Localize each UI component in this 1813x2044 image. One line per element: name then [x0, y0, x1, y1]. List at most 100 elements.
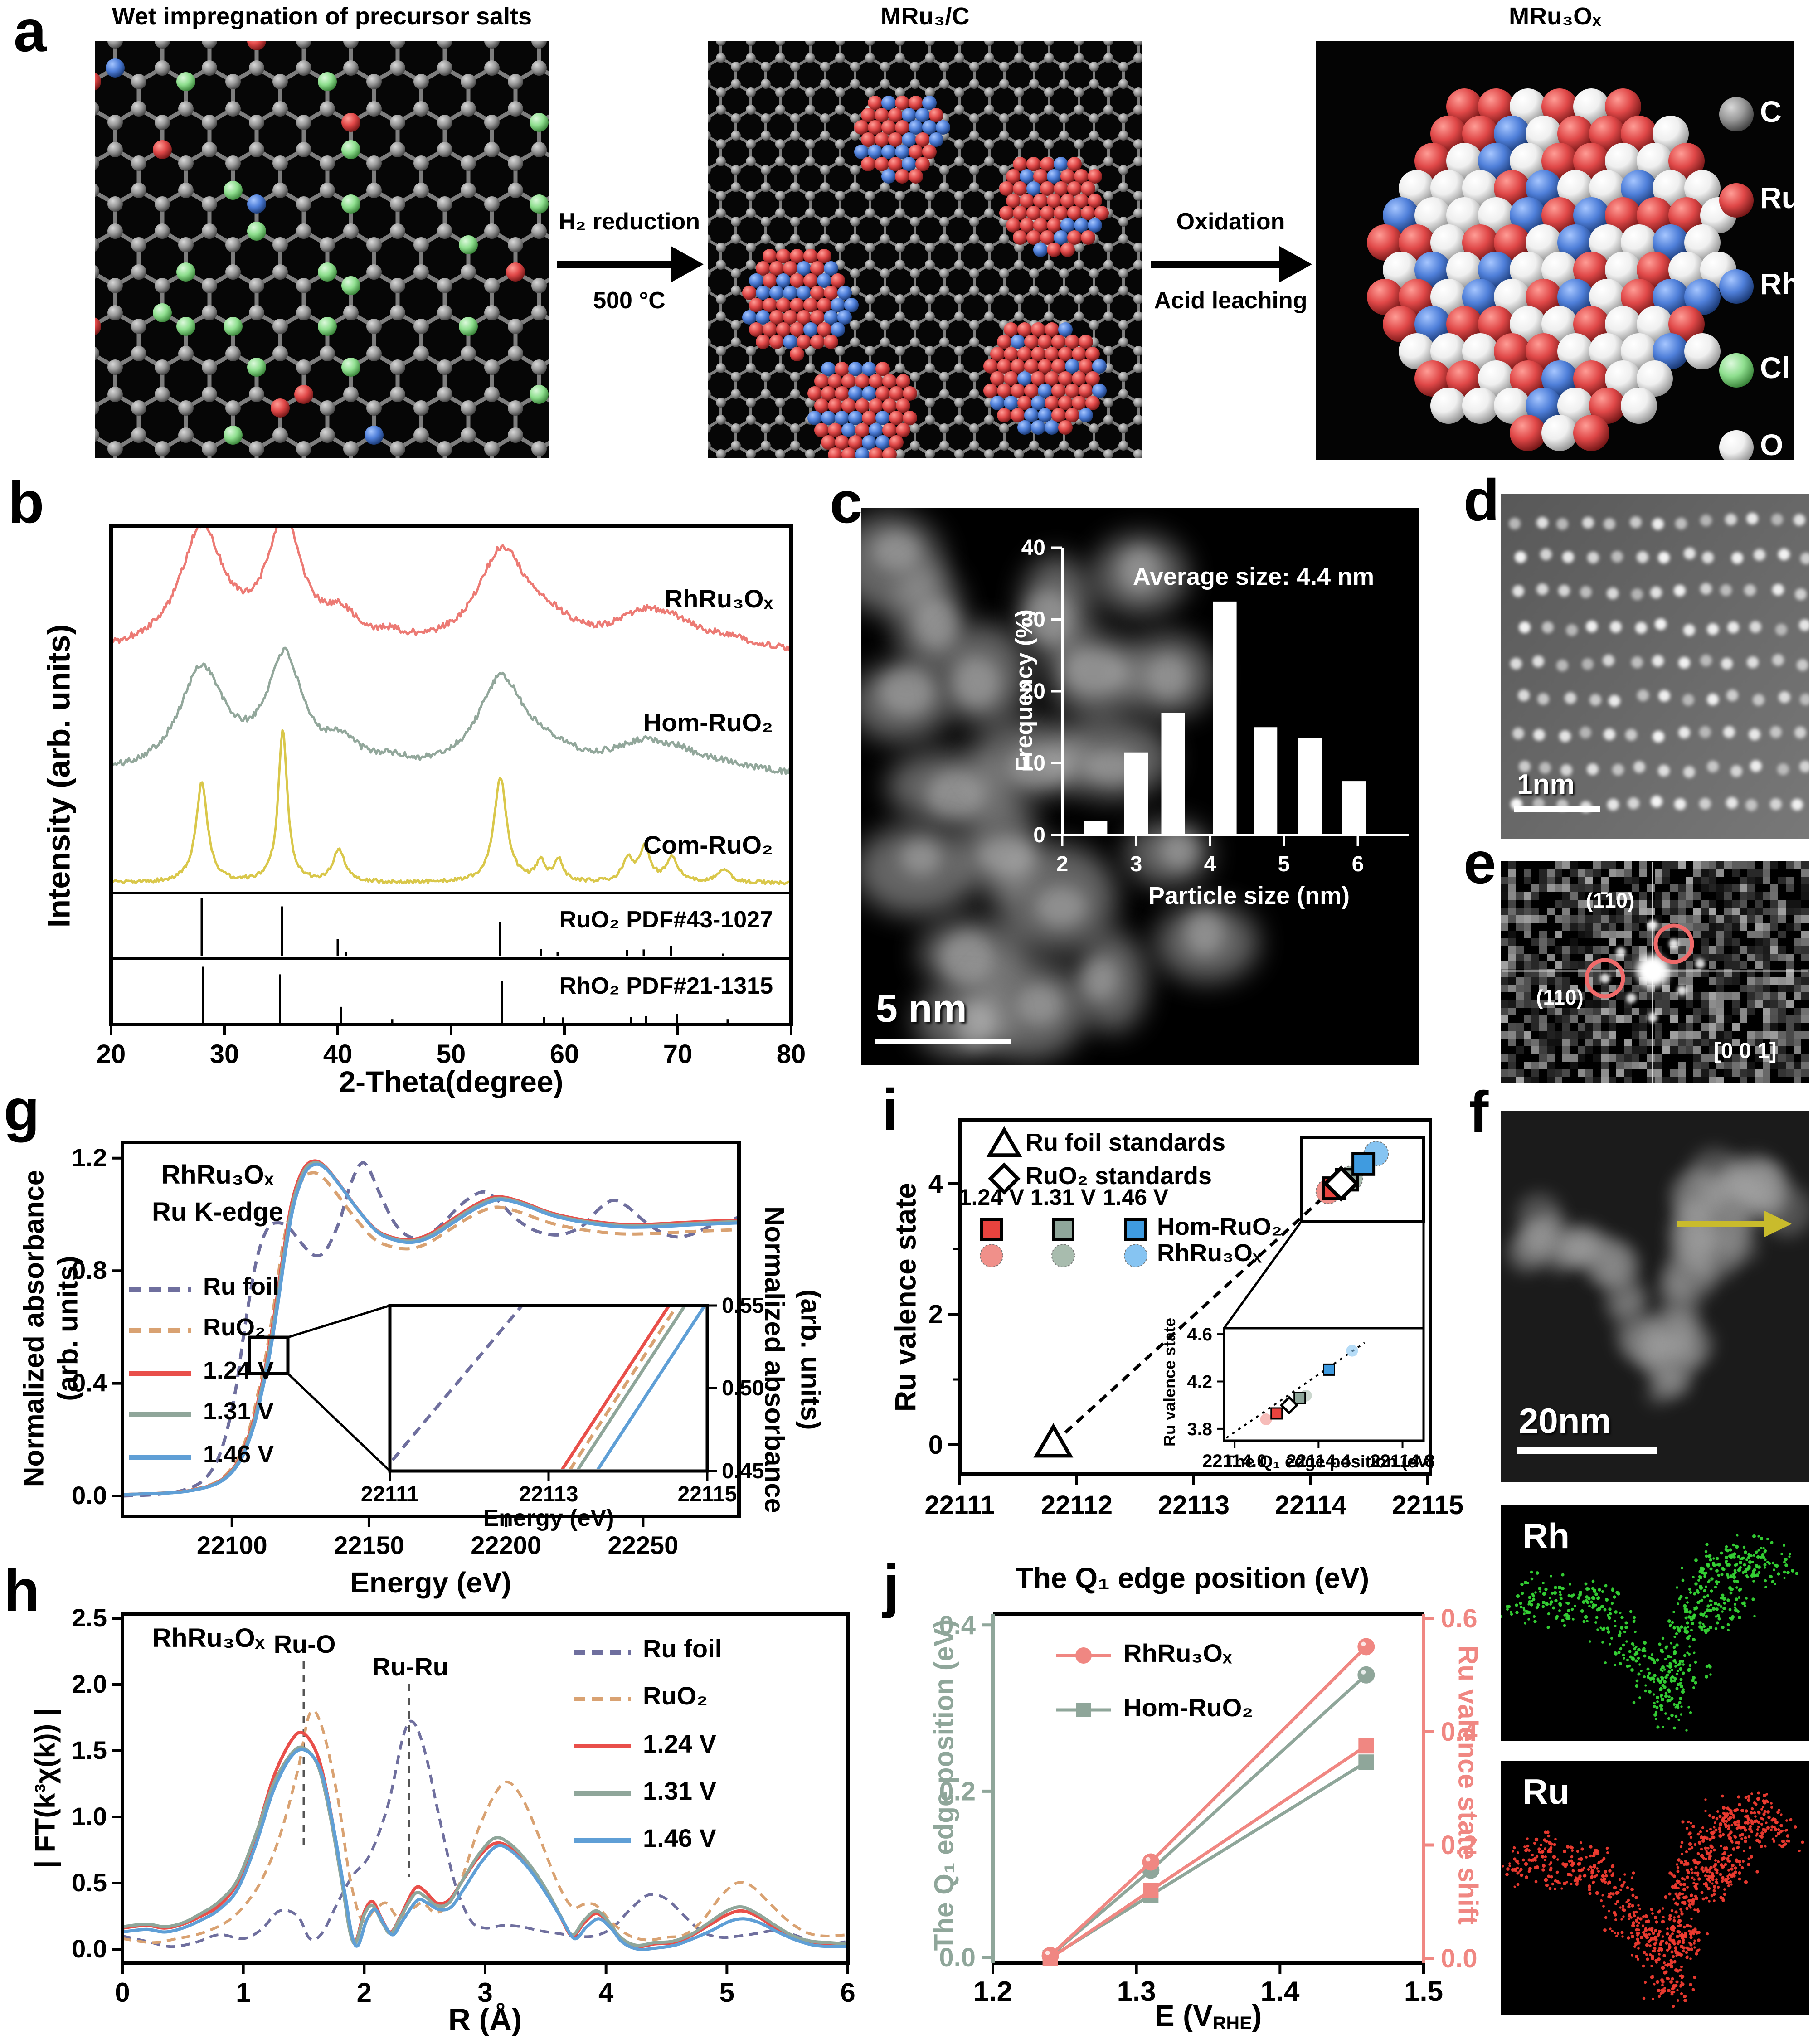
valence-legend-rufoil-standards: Ru foil standards: [1026, 1129, 1226, 1156]
mru3ox-scene: [1316, 41, 1794, 460]
exafs-annotation-ruru: Ru-Ru: [372, 1652, 448, 1681]
svg-text:1: 1: [236, 1977, 251, 2008]
xrd-curve-label-comruo2: Com-RuO₂: [643, 830, 773, 859]
svg-text:4.6: 4.6: [1187, 1325, 1212, 1345]
svg-text:0.0: 0.0: [72, 1481, 107, 1510]
haadf-image: [1501, 1111, 1809, 1482]
valence-legend-volt-131: 1.31 V: [1030, 1185, 1096, 1210]
xrd-chart: 20 30 40 50 60 70 80: [97, 524, 806, 1069]
valence-inset-xlabel: The Q₁ edge position (eV): [1224, 1452, 1434, 1471]
valence-chart: 22111 22112 22113 22114 22115 0 2 4 22114.0 22114…: [925, 1118, 1463, 1520]
svg-text:1.5: 1.5: [1404, 1976, 1443, 2007]
panel-a-illustrations: [95, 41, 1794, 460]
valence-legend-volt-124: 1.24 V: [958, 1185, 1025, 1210]
svg-text:0.50: 0.50: [722, 1376, 764, 1400]
svg-text:2: 2: [1056, 852, 1069, 876]
shift-left-ylabel: The Q₁ edge position (eV): [928, 1619, 959, 1951]
exafs-legend-124: 1.24 V: [643, 1729, 716, 1758]
svg-text:0.5: 0.5: [72, 1868, 107, 1897]
exafs-legend-146: 1.46 V: [643, 1824, 716, 1852]
svg-text:22114.8: 22114.8: [1370, 1451, 1434, 1471]
panel-letter-j: j: [883, 1553, 900, 1619]
valence-legend-volt-146: 1.46 V: [1103, 1185, 1169, 1210]
svg-text:0.2: 0.2: [1441, 1830, 1478, 1860]
fft-zone-axis-label: [0 0 1]: [1714, 1039, 1777, 1063]
svg-text:2.5: 2.5: [72, 1603, 107, 1632]
exafs-annotation-sample: RhRu₃Oₓ: [152, 1623, 265, 1653]
panel-letter-c: c: [830, 469, 863, 535]
svg-text:4: 4: [1204, 852, 1216, 876]
valence-legend-rhru3ox: RhRu₃Oₓ: [1157, 1239, 1262, 1267]
svg-text:22115: 22115: [1392, 1491, 1463, 1520]
shift-xlabel-sub: RHE: [1213, 2012, 1252, 2034]
precursor-scene: [95, 41, 549, 458]
exafs-xlabel: R (Å): [448, 2002, 522, 2037]
svg-text:0.0: 0.0: [72, 1934, 107, 1963]
svg-text:10: 10: [1021, 752, 1045, 776]
svg-text:2: 2: [357, 1977, 372, 2008]
svg-text:1.4: 1.4: [1260, 1976, 1300, 2007]
svg-text:30: 30: [210, 1039, 239, 1069]
svg-text:0.0: 0.0: [1441, 1944, 1478, 1973]
svg-text:22250: 22250: [608, 1531, 678, 1559]
eds-map-rh: [1501, 1505, 1809, 1741]
svg-text:70: 70: [663, 1039, 693, 1069]
svg-text:6: 6: [840, 1977, 855, 2008]
panel-letter-i: i: [882, 1077, 899, 1143]
svg-text:0.4: 0.4: [72, 1369, 107, 1397]
svg-text:1.2: 1.2: [72, 1143, 107, 1172]
haadf-scalebar-label: 20nm: [1519, 1401, 1611, 1441]
svg-text:20: 20: [97, 1039, 126, 1069]
fft-spot-label-m110: (1̄10): [1586, 888, 1635, 912]
panel-a-title-mru3c: MRu₃/C: [880, 3, 970, 30]
svg-text:0.55: 0.55: [722, 1294, 764, 1318]
panel-letter-e: e: [1463, 830, 1497, 896]
xanes-legend-131: 1.31 V: [203, 1398, 274, 1425]
svg-text:0.4: 0.4: [939, 1611, 976, 1640]
svg-text:0: 0: [1033, 823, 1045, 847]
svg-text:3: 3: [477, 1977, 492, 2008]
svg-text:0: 0: [115, 1977, 130, 2008]
tem-histogram: 0 10 20 30 40 2 3 4 5 6: [1021, 536, 1409, 876]
svg-text:50: 50: [437, 1039, 466, 1069]
panel-a-title-impregnation: Wet impregnation of precursor salts: [112, 3, 532, 30]
xrd-stick-label-ruo2: RuO₂ PDF#43-1027: [559, 907, 773, 933]
svg-text:6: 6: [1352, 852, 1364, 876]
valence-inset-ylabel: Ru valence state: [1160, 1317, 1179, 1447]
arrow2-label-top: Oxidation: [1176, 209, 1285, 235]
svg-text:22114.0: 22114.0: [1202, 1451, 1267, 1471]
hrtem-image: [1501, 494, 1809, 839]
xanes-xlabel: Energy (eV): [350, 1566, 511, 1599]
xanes-legend-rufoil: Ru foil: [203, 1273, 279, 1300]
exafs-legend-ruo2: RuO₂: [643, 1681, 708, 1710]
svg-text:0.0: 0.0: [939, 1943, 976, 1972]
panel-letter-g: g: [4, 1077, 40, 1143]
atom-legend-Rh: Rh: [1760, 267, 1800, 301]
svg-text:3.8: 3.8: [1187, 1419, 1212, 1439]
xrd-xlabel: 2-Theta(degree): [339, 1065, 564, 1098]
shift-xlabel-pre: E (V: [1154, 1999, 1213, 2032]
exafs-annotation-ruo: Ru-O: [273, 1630, 336, 1658]
xanes-right-label-line1: Normalized absorbance: [759, 1206, 790, 1513]
svg-text:22111: 22111: [361, 1482, 419, 1506]
svg-text:22200: 22200: [471, 1531, 541, 1559]
valence-xlabel: The Q₁ edge position (eV): [1015, 1562, 1370, 1594]
map-label-ru: Ru: [1522, 1772, 1570, 1811]
histogram-title: Average size: 4.4 nm: [1133, 563, 1375, 590]
svg-text:40: 40: [323, 1039, 353, 1069]
xanes-ylabel-line1: Normalized absorbance: [18, 1170, 50, 1487]
svg-text:22113: 22113: [519, 1482, 578, 1506]
svg-text:0.4: 0.4: [1441, 1717, 1478, 1747]
panel-letter-d: d: [1463, 467, 1500, 533]
tem-scalebar-label: 5 nm: [876, 987, 967, 1030]
atom-legend-C: C: [1760, 95, 1782, 128]
exafs-chart: 0 1 2 3 4 5 6 0.0 0.5 1.0 1.5 2.0 2.5: [72, 1603, 855, 2008]
svg-text:1.2: 1.2: [973, 1976, 1012, 2007]
svg-text:22112: 22112: [1041, 1491, 1113, 1520]
histogram-ylabel: Frequency (%): [1011, 609, 1038, 772]
xanes-chart: 22100 22150 22200 22250 1.2 0.8 0.4 0.0 22111 221…: [72, 1141, 764, 1559]
svg-text:0: 0: [928, 1430, 943, 1460]
map-label-rh: Rh: [1522, 1516, 1570, 1556]
svg-text:22114.4: 22114.4: [1286, 1451, 1351, 1471]
